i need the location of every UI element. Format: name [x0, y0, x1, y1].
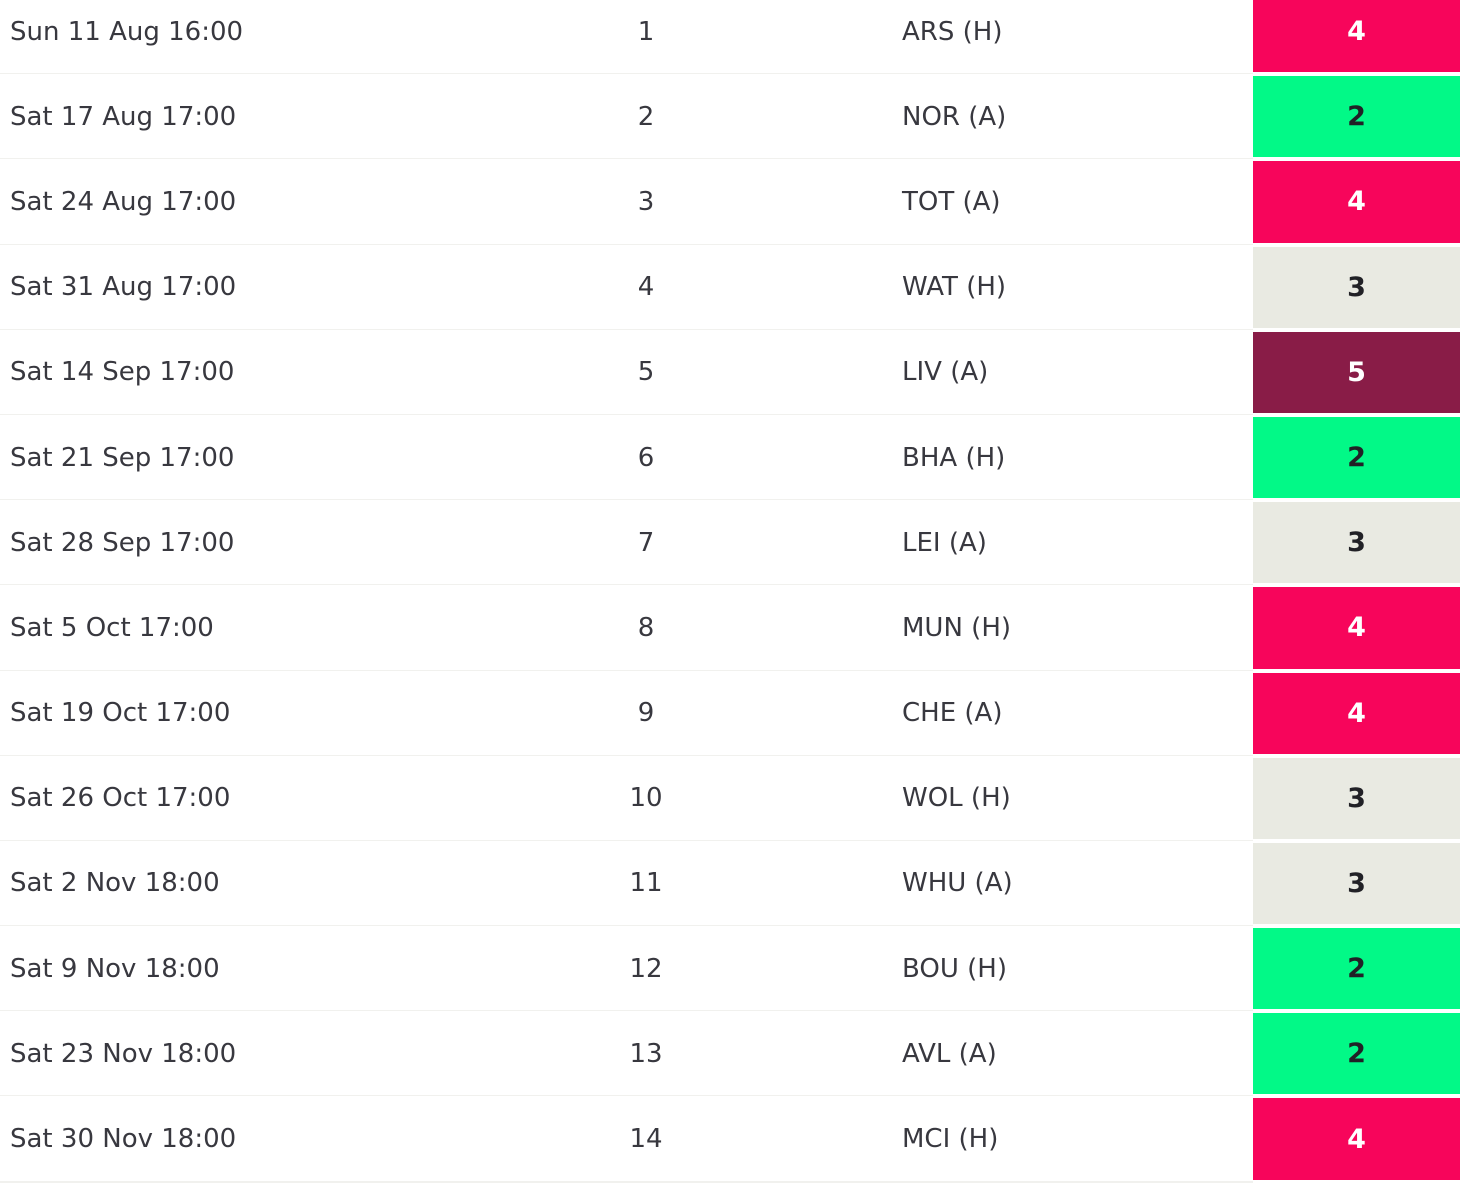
fixture-difficulty-badge: 3	[1253, 246, 1460, 328]
fixture-difficulty-badge: 3	[1253, 502, 1460, 584]
fixture-gameweek-number: 11	[629, 868, 663, 899]
fixture-gameweek-number: 2	[637, 101, 655, 132]
fixture-date: Sat 26 Oct 17:00	[10, 783, 231, 814]
fixture-gameweek-number: 1	[637, 16, 655, 47]
fixture-difficulty-badge: 3	[1253, 757, 1460, 839]
fixture-date: Sat 17 Aug 17:00	[10, 101, 237, 132]
fixture-opponent: MCI (H)	[902, 1124, 999, 1155]
fixture-row: Sun 11 Aug 16:00 1 ARS (H) 4	[0, 0, 1460, 76]
fixture-difficulty-badge: 3	[1253, 842, 1460, 925]
fixture-opponent: BOU (H)	[902, 953, 1007, 984]
fixture-date: Sat 30 Nov 18:00	[10, 1124, 237, 1155]
fixture-difficulty-badge: 4	[1253, 587, 1460, 669]
fixture-row: Sat 30 Nov 18:00 14 MCI (H) 4	[0, 1096, 1460, 1183]
fixture-date: Sat 31 Aug 17:00	[10, 272, 237, 303]
fixture-opponent: CHE (A)	[902, 698, 1003, 729]
fixture-difficulty-badge: 2	[1253, 76, 1460, 158]
fixture-row: Sat 9 Nov 18:00 12 BOU (H) 2	[0, 926, 1460, 1013]
fixture-opponent: ARS (H)	[902, 16, 1003, 47]
fixture-gameweek-number: 12	[629, 953, 663, 984]
fixture-row: Sat 28 Sep 17:00 7 LEI (A) 3	[0, 500, 1460, 587]
fixture-date: Sat 5 Oct 17:00	[10, 612, 214, 643]
fixture-opponent: BHA (H)	[902, 442, 1006, 473]
fixture-opponent: LEI (A)	[902, 527, 987, 558]
fixture-date: Sat 9 Nov 18:00	[10, 953, 220, 984]
fixture-row: Sat 19 Oct 17:00 9 CHE (A) 4	[0, 670, 1460, 757]
fixture-opponent: WAT (H)	[902, 272, 1007, 303]
fixture-gameweek-number: 8	[637, 612, 655, 643]
fixture-date: Sat 23 Nov 18:00	[10, 1038, 237, 1069]
fixture-opponent: TOT (A)	[902, 186, 1001, 217]
fixture-row: Sat 5 Oct 17:00 8 MUN (H) 4	[0, 585, 1460, 672]
fixture-gameweek-number: 3	[637, 186, 655, 217]
fixture-difficulty-badge: 2	[1253, 928, 1460, 1010]
fixture-row: Sat 2 Nov 18:00 11 WHU (A) 3	[0, 840, 1460, 928]
fixture-gameweek-number: 14	[629, 1124, 663, 1155]
fixture-row: Sat 14 Sep 17:00 5 LIV (A) 5	[0, 329, 1460, 417]
fixture-difficulty-badge: 5	[1253, 331, 1460, 413]
fixture-date: Sat 24 Aug 17:00	[10, 186, 237, 217]
fixture-opponent: LIV (A)	[902, 357, 989, 388]
fixture-gameweek-number: 13	[629, 1038, 663, 1069]
fixture-row: Sat 31 Aug 17:00 4 WAT (H) 3	[0, 244, 1460, 331]
fixture-date: Sat 19 Oct 17:00	[10, 698, 231, 729]
fixture-row: Sat 23 Nov 18:00 13 AVL (A) 2	[0, 1011, 1460, 1098]
fixture-row: Sat 17 Aug 17:00 2 NOR (A) 2	[0, 74, 1460, 161]
fixture-row: Sat 21 Sep 17:00 6 BHA (H) 2	[0, 414, 1460, 502]
fixture-difficulty-badge: 2	[1253, 1013, 1460, 1095]
fixture-gameweek-number: 10	[629, 783, 663, 814]
fixture-date: Sat 14 Sep 17:00	[10, 357, 235, 388]
fixture-gameweek-number: 4	[637, 272, 655, 303]
fixture-opponent: WOL (H)	[902, 783, 1011, 814]
fixture-opponent: MUN (H)	[902, 612, 1012, 643]
fixture-difficulty-badge: 4	[1253, 0, 1460, 73]
fixture-opponent: NOR (A)	[902, 101, 1007, 132]
fixture-gameweek-number: 6	[637, 442, 655, 473]
fixture-date: Sun 11 Aug 16:00	[10, 16, 244, 47]
fixture-gameweek-number: 5	[637, 357, 655, 388]
fixture-date: Sat 28 Sep 17:00	[10, 527, 235, 558]
fixture-difficulty-badge: 2	[1253, 416, 1460, 499]
fixture-difficulty-badge: 4	[1253, 161, 1460, 243]
fixture-date: Sat 2 Nov 18:00	[10, 868, 220, 899]
fixture-date: Sat 21 Sep 17:00	[10, 442, 235, 473]
fixture-row: Sat 26 Oct 17:00 10 WOL (H) 3	[0, 755, 1460, 843]
fixture-difficulty-badge: 4	[1253, 1098, 1460, 1180]
fixture-opponent: WHU (A)	[902, 868, 1013, 899]
fixture-gameweek-number: 9	[637, 698, 655, 729]
fixture-opponent: AVL (A)	[902, 1038, 997, 1069]
fixture-difficulty-badge: 4	[1253, 672, 1460, 754]
fixture-row: Sat 24 Aug 17:00 3 TOT (A) 4	[0, 159, 1460, 246]
fixture-gameweek-number: 7	[637, 527, 655, 558]
